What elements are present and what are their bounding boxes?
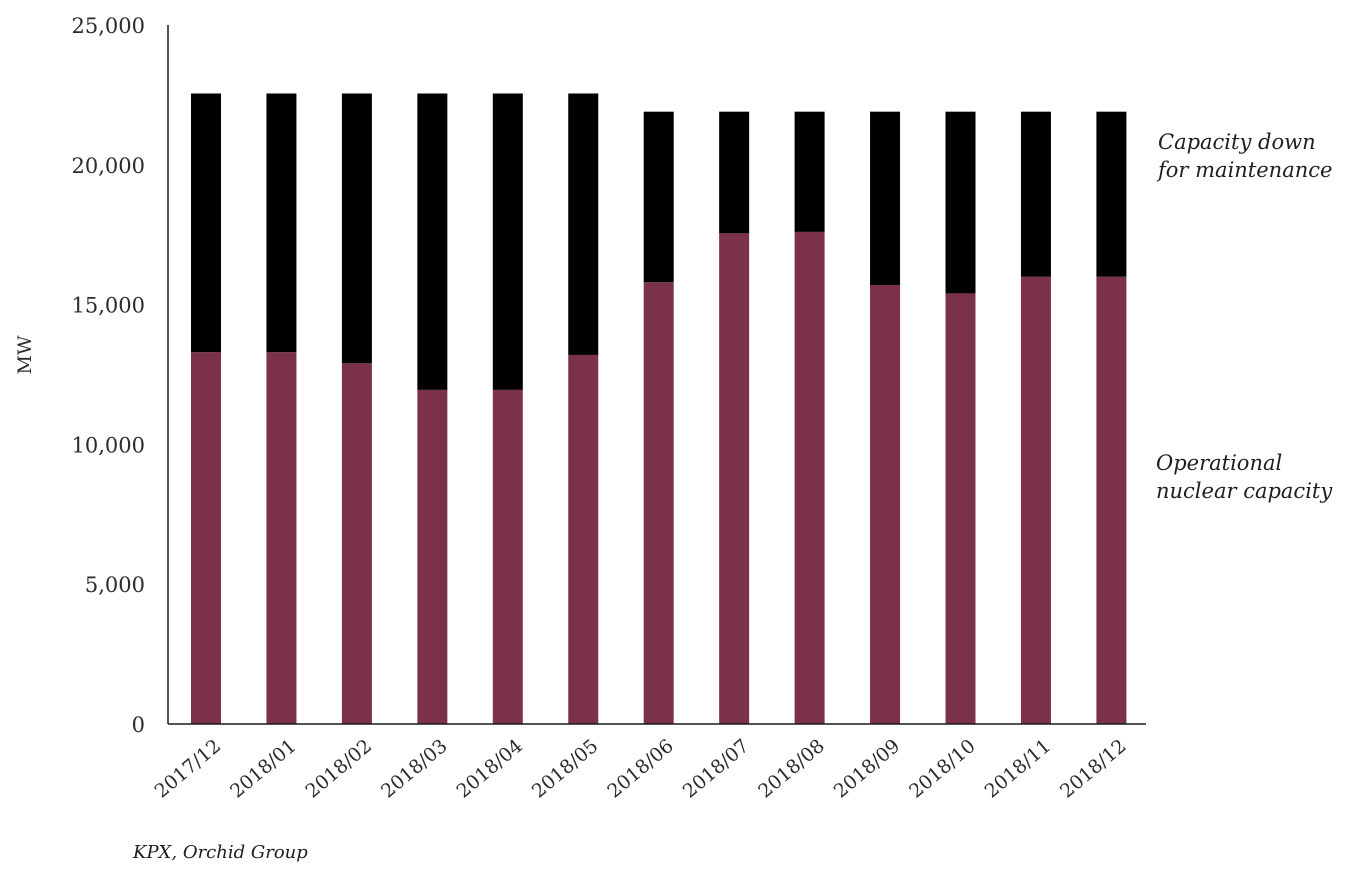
bar-operational-capacity [643, 282, 674, 724]
maintenance-series-label-line-1: Capacity down [1158, 130, 1316, 154]
y-tick-label: 15,000 [72, 294, 145, 318]
operational-series-label: Operational nuclear capacity [1156, 451, 1333, 503]
bar-operational-capacity [1020, 276, 1051, 724]
x-tick-label: 2018/03 [377, 735, 452, 803]
x-tick-label: 2018/12 [1056, 735, 1131, 803]
x-tick-label: 2018/06 [603, 735, 678, 803]
bar-maintenance-capacity [492, 93, 523, 390]
bar-maintenance-capacity [870, 111, 901, 286]
y-tick-label: 10,000 [72, 433, 145, 457]
bar-maintenance-capacity [1020, 111, 1051, 277]
bar-maintenance-capacity [568, 93, 599, 355]
y-tick-label: 25,000 [72, 14, 145, 38]
operational-series-label-line-2: nuclear capacity [1156, 479, 1333, 503]
bar-operational-capacity [417, 389, 448, 724]
maintenance-series-label-line-2: for maintenance [1156, 158, 1332, 182]
bar-operational-capacity [266, 352, 297, 724]
y-tick-label: 5,000 [85, 573, 145, 597]
x-tick-label: 2017/12 [151, 735, 226, 803]
bar-operational-capacity [568, 354, 599, 724]
x-tick-label: 2018/07 [679, 735, 754, 803]
x-tick-label: 2018/09 [830, 735, 905, 803]
source-note: KPX, Orchid Group [132, 842, 308, 863]
bar-operational-capacity [945, 293, 976, 724]
bar-maintenance-capacity [945, 111, 976, 294]
x-tick-label: 2018/10 [905, 735, 980, 803]
bar-maintenance-capacity [341, 93, 372, 364]
bar-operational-capacity [794, 231, 825, 725]
axes-layer [167, 25, 1146, 725]
x-tick-label: 2018/04 [452, 735, 527, 803]
x-tick-label: 2018/08 [754, 735, 829, 803]
bar-operational-capacity [341, 363, 372, 724]
maintenance-series-label: Capacity down for maintenance [1156, 130, 1332, 182]
series-labels: Capacity down for maintenance Operationa… [1156, 130, 1333, 503]
bars-layer [191, 93, 1127, 725]
operational-series-label-line-1: Operational [1156, 451, 1282, 475]
bar-operational-capacity [191, 352, 221, 724]
x-tick-label: 2018/05 [528, 735, 603, 803]
x-tick-label: 2018/11 [981, 735, 1056, 803]
y-tick-label: 20,000 [72, 154, 145, 178]
y-tick-label: 0 [132, 713, 145, 737]
x-tick-labels: 2017/12 2018/01 2018/02 2018/03 2018/04 2018/… [151, 735, 1131, 803]
bar-maintenance-capacity [643, 111, 674, 283]
y-tick-labels: 0 5,000 10,000 15,000 20,000 25,000 [72, 14, 145, 737]
bar-operational-capacity [870, 285, 901, 724]
bar-maintenance-capacity [191, 93, 221, 353]
bar-maintenance-capacity [794, 111, 825, 232]
x-tick-label: 2018/01 [226, 735, 301, 803]
bar-operational-capacity [492, 389, 523, 724]
bar-operational-capacity [1096, 276, 1127, 724]
bar-maintenance-capacity [266, 93, 297, 353]
bar-operational-capacity [719, 233, 750, 724]
bar-maintenance-capacity [719, 111, 750, 234]
bar-maintenance-capacity [1096, 111, 1127, 277]
x-tick-label: 2018/02 [302, 735, 377, 803]
bar-maintenance-capacity [417, 93, 448, 390]
y-axis-title: MW [14, 335, 36, 374]
